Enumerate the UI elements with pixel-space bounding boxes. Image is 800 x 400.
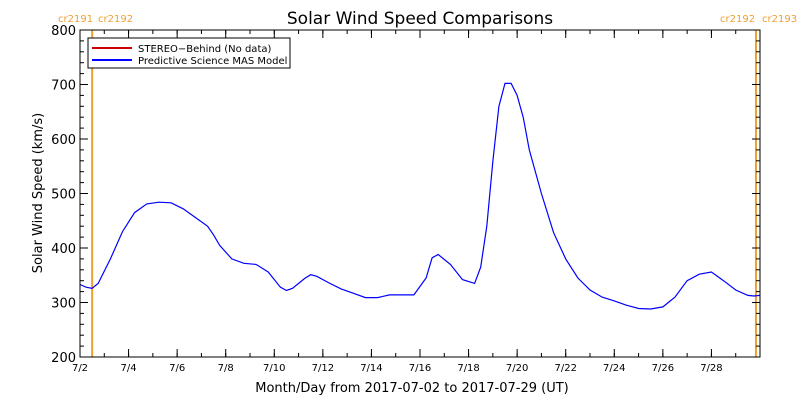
x-tick-label: 7/28: [700, 363, 722, 374]
y-tick-label: 200: [51, 351, 76, 366]
legend-label: Predictive Science MAS Model: [138, 56, 287, 67]
x-tick-label: 7/6: [169, 363, 185, 374]
y-tick-label: 300: [51, 297, 76, 312]
x-tick-label: 7/12: [312, 363, 334, 374]
legend-box: [87, 37, 291, 69]
legend-label: STEREO−Behind (No data): [138, 44, 271, 55]
y-tick-label: 600: [51, 133, 76, 148]
series-layer: [79, 82, 761, 310]
carrington-label-right: cr2192: [98, 14, 133, 25]
chart-title: Solar Wind Speed Comparisons: [287, 9, 553, 29]
series-line-mas-model: [79, 82, 761, 310]
x-tick-label: 7/20: [506, 363, 528, 374]
x-tick-label: 7/4: [121, 363, 137, 374]
carrington-label-left: cr2192: [720, 14, 755, 25]
x-tick-label: 7/24: [603, 363, 625, 374]
y-tick-label: 800: [51, 24, 76, 39]
y-axis-label: Solar Wind Speed (km/s): [31, 113, 46, 273]
y-tick-label: 400: [51, 242, 76, 257]
x-tick-label: 7/26: [652, 363, 674, 374]
x-tick-label: 7/22: [554, 363, 576, 374]
x-axis-label: Month/Day from 2017-07-02 to 2017-07-29 …: [255, 381, 568, 396]
y-tick-label: 500: [51, 188, 76, 203]
x-tick-label: 7/2: [72, 363, 88, 374]
carrington-label-left: cr2191: [58, 14, 93, 25]
x-tick-label: 7/10: [263, 363, 285, 374]
x-tick-label: 7/16: [409, 363, 431, 374]
legend: STEREO−Behind (No data)Predictive Scienc…: [87, 37, 291, 69]
x-tick-label: 7/14: [360, 363, 382, 374]
y-axis: 200 300 400 500 600 700 800: [51, 24, 760, 366]
x-axis: 7/2 7/4 7/6 7/8 7/10 7/12 7/14 7/16 7/18 7/20 7/22…: [72, 30, 761, 374]
x-tick-label: 7/8: [218, 363, 234, 374]
carrington-label-right: cr2193: [762, 14, 797, 25]
x-tick-label: 7/18: [457, 363, 479, 374]
y-tick-label: 700: [51, 79, 76, 94]
